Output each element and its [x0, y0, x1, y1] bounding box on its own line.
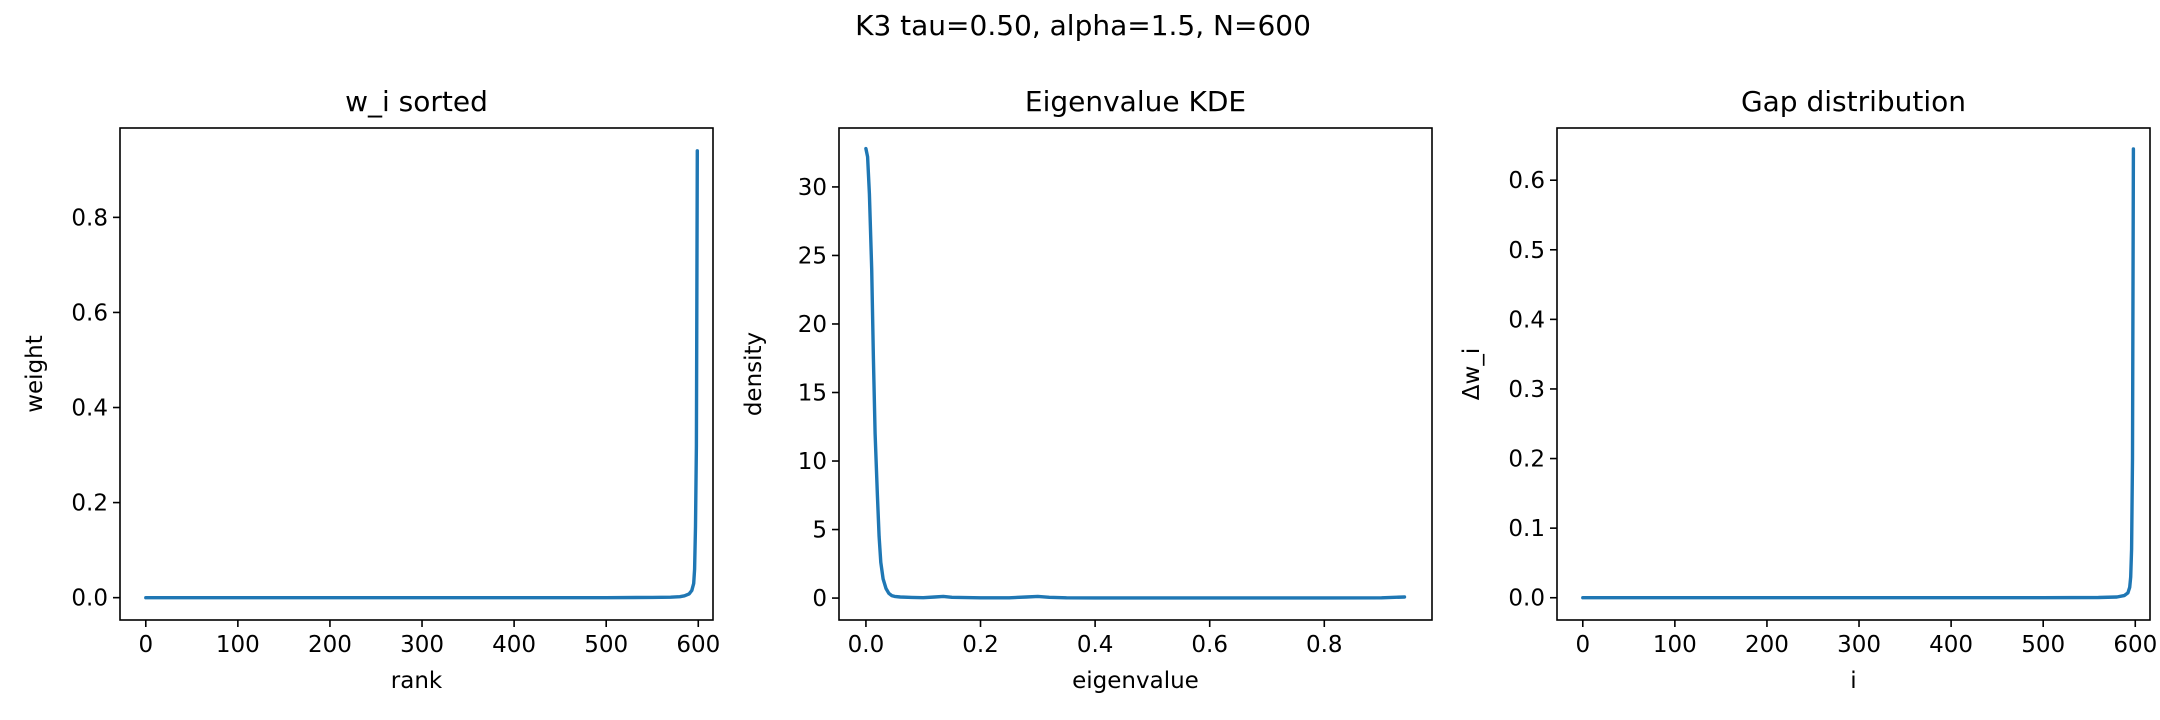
- x-tick-label: 400: [1929, 632, 1973, 658]
- series-line: [1581, 147, 2136, 600]
- x-axis-label: eigenvalue: [1072, 668, 1199, 694]
- x-tick-label: 400: [492, 632, 536, 658]
- axes-frame: [1556, 127, 2151, 621]
- x-tick-label: 300: [400, 632, 444, 658]
- y-tick-label: 0.4: [71, 396, 108, 422]
- y-tick-label: 0: [812, 586, 827, 612]
- x-tick-label: 300: [1837, 632, 1881, 658]
- x-tick-label: 600: [2113, 632, 2157, 658]
- y-tick-label: 0.6: [1508, 168, 1545, 194]
- y-tick-label: 0.8: [71, 205, 108, 231]
- y-tick-label: 10: [798, 449, 827, 475]
- x-tick-label: 0.6: [1191, 632, 1228, 658]
- series-line: [144, 149, 699, 600]
- x-tick-label: 0.0: [848, 632, 885, 658]
- axes-frame: [119, 127, 714, 621]
- x-tick-label: 0: [1575, 632, 1590, 658]
- y-tick-label: 0.6: [71, 300, 108, 326]
- chart-title: w_i sorted: [345, 85, 488, 118]
- y-tick-label: 0.0: [71, 586, 108, 612]
- y-tick-label: 25: [798, 243, 827, 269]
- y-tick-label: 0.1: [1508, 516, 1545, 542]
- x-tick-label: 200: [308, 632, 352, 658]
- chart-panel-3: 0 100 200 300 400 500 600 0.0 0.1 0.2 0.3 0.4 0.5 0.6…: [1459, 85, 2157, 694]
- y-axis-label: Δw_i: [1459, 348, 1485, 400]
- chart-title: Eigenvalue KDE: [1025, 85, 1246, 118]
- y-tick-label: 0.5: [1508, 238, 1545, 264]
- y-tick-label: 0.2: [71, 491, 108, 517]
- series-line: [864, 146, 1407, 600]
- x-tick-label: 0.2: [962, 632, 999, 658]
- x-tick-label: 500: [584, 632, 628, 658]
- x-tick-label: 0: [138, 632, 153, 658]
- y-axis-label: density: [741, 332, 767, 416]
- x-tick-label: 0.4: [1077, 632, 1114, 658]
- x-tick-label: 100: [216, 632, 260, 658]
- y-tick-label: 0.2: [1508, 447, 1545, 473]
- x-tick-label: 100: [1653, 632, 1697, 658]
- y-tick-label: 15: [798, 381, 827, 407]
- figure-title: K3 tau=0.50, alpha=1.5, N=600: [855, 9, 1311, 42]
- y-tick-label: 5: [812, 518, 827, 544]
- x-tick-label: 0.8: [1306, 632, 1343, 658]
- y-axis-label: weight: [22, 335, 48, 413]
- x-tick-label: 200: [1745, 632, 1789, 658]
- x-tick-label: 500: [2021, 632, 2065, 658]
- y-tick-label: 0.4: [1508, 307, 1545, 333]
- axes-frame: [838, 127, 1433, 621]
- y-tick-label: 0.0: [1508, 586, 1545, 612]
- y-tick-label: 20: [798, 312, 827, 338]
- x-axis-label: rank: [391, 668, 443, 694]
- y-tick-label: 30: [798, 175, 827, 201]
- y-tick-label: 0.3: [1508, 377, 1545, 403]
- x-tick-label: 600: [676, 632, 720, 658]
- x-axis-label: i: [1850, 668, 1856, 694]
- chart-panel-2: 0.0 0.2 0.4 0.6 0.8 0 5 10 15 20 25 30 Eigenvalue KD…: [741, 85, 1433, 694]
- chart-title: Gap distribution: [1741, 85, 1966, 118]
- chart-panel-1: 0 100 200 300 400 500 600 0.0 0.2 0.4 0.6 0.8 w_i so…: [22, 85, 720, 694]
